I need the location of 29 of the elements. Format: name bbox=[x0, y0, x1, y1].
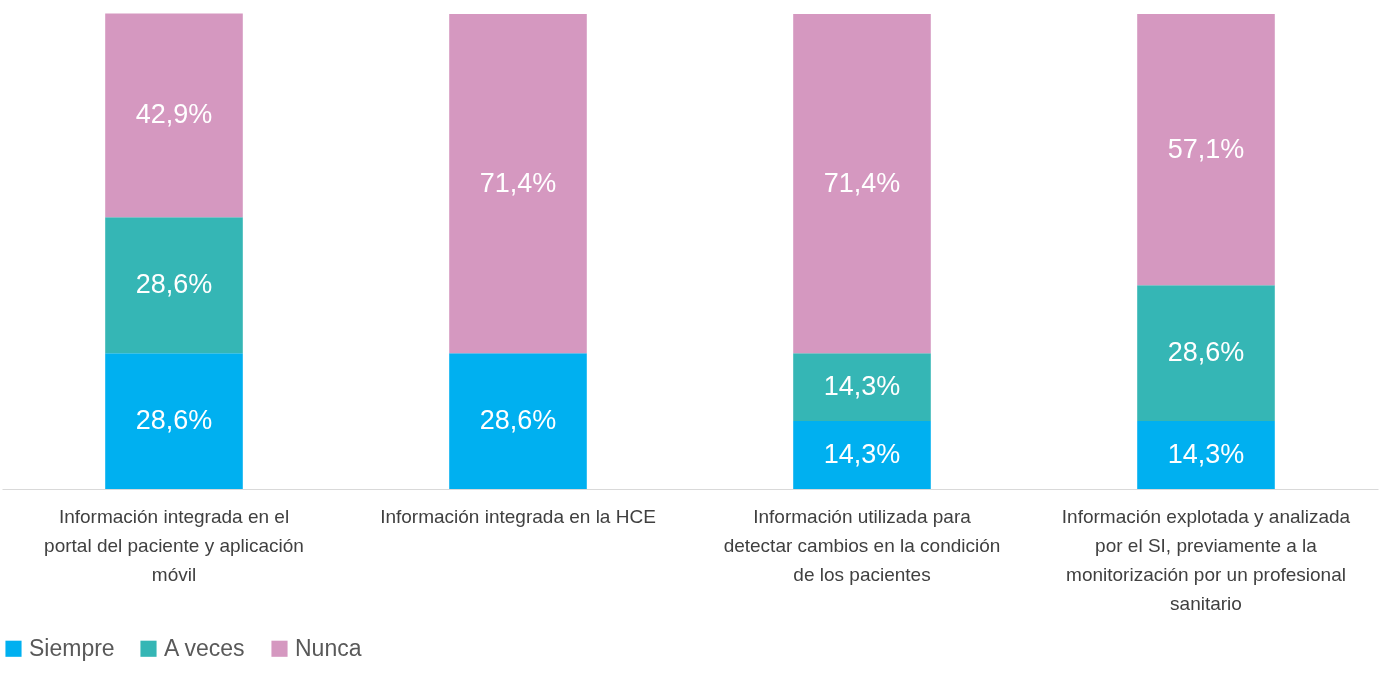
bar bbox=[105, 217, 243, 354]
data-label: 14,3% bbox=[823, 439, 901, 470]
data-label: 57,1% bbox=[1167, 133, 1245, 164]
data-label: 28,6% bbox=[1167, 337, 1245, 368]
bar bbox=[1137, 421, 1275, 489]
data-label: 71,4% bbox=[479, 167, 557, 198]
x-tick-label: Información integrada en el portal del paciente y aplicación móvil bbox=[44, 505, 304, 585]
bar bbox=[1137, 14, 1275, 286]
legend-label: A veces bbox=[164, 634, 245, 661]
x-tick-label: Información utilizada para detectar cambios en la condición de los pacientes bbox=[723, 505, 1001, 585]
bar bbox=[449, 14, 587, 354]
bar bbox=[449, 353, 587, 489]
data-label: 42,9% bbox=[135, 99, 213, 130]
x-tick-label: Información explotada y analizada por el SI, previamente a la monitorización por un profesional sanitario bbox=[1061, 505, 1351, 614]
bar bbox=[793, 353, 931, 422]
bar bbox=[105, 13, 243, 218]
bar bbox=[105, 353, 243, 489]
bar bbox=[793, 14, 931, 354]
data-label: 14,3% bbox=[823, 371, 901, 402]
bar bbox=[793, 421, 931, 489]
data-label: 28,6% bbox=[135, 405, 213, 436]
data-label: 28,6% bbox=[479, 405, 557, 436]
data-label: 71,4% bbox=[823, 167, 901, 198]
bar bbox=[1137, 285, 1275, 422]
legend-label: Siempre bbox=[29, 634, 115, 661]
legend-label: Nunca bbox=[295, 634, 362, 661]
x-tick-label: Información integrada en la HCE bbox=[380, 505, 656, 527]
data-label: 28,6% bbox=[135, 269, 213, 300]
data-label: 14,3% bbox=[1167, 439, 1245, 470]
